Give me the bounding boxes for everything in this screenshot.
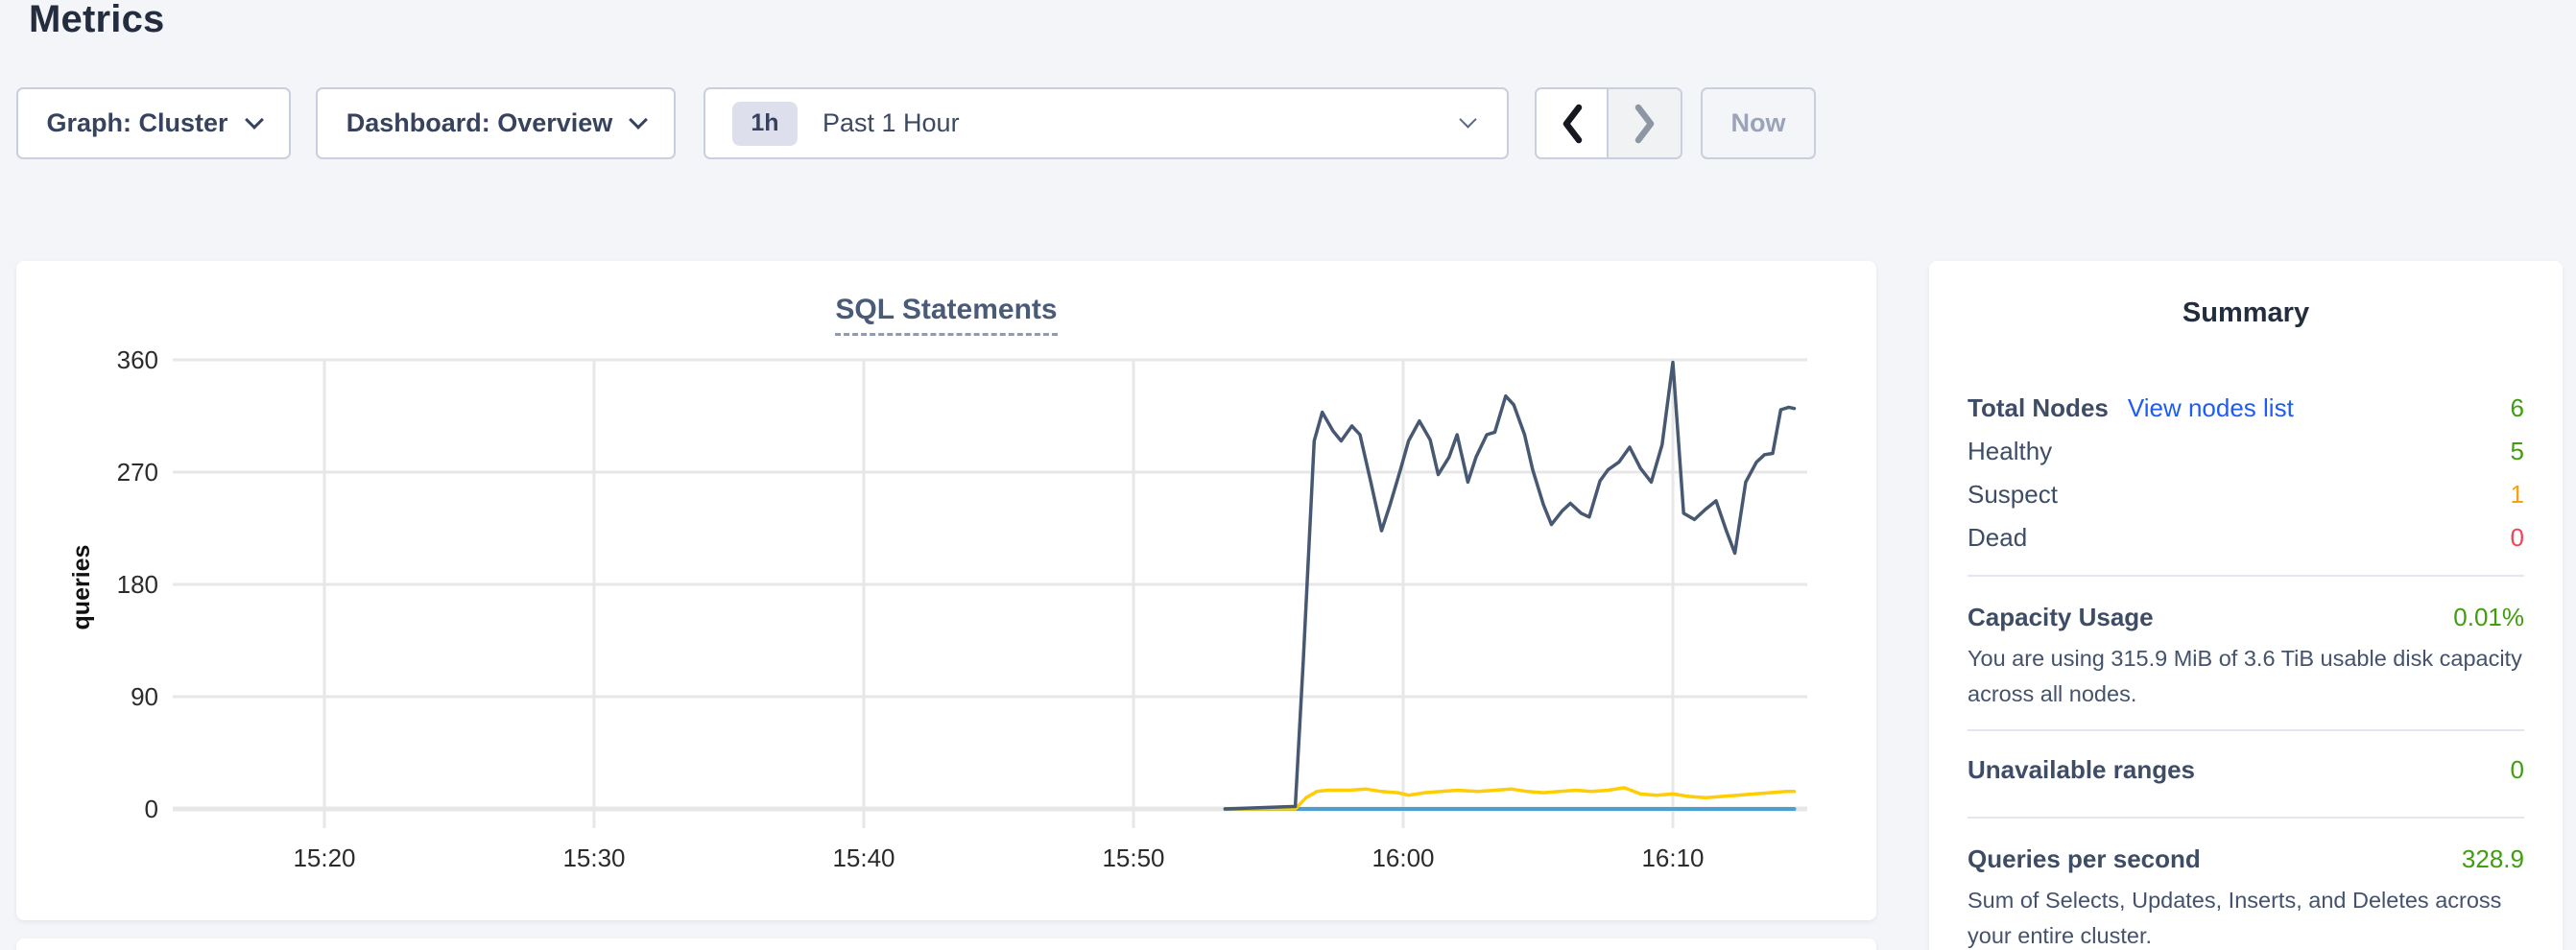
series-1-navy-line: [1223, 360, 1797, 811]
x-axis-tick-label: 15:50: [1102, 843, 1164, 872]
graph-dropdown-label: Graph: Cluster: [46, 108, 228, 137]
time-window-badge: 1h: [732, 101, 798, 146]
time-window-label: Past 1 Hour: [823, 108, 960, 137]
x-axis-tick-label: 15:20: [293, 843, 355, 872]
suspect-nodes-row: Suspect 1: [1968, 473, 2524, 516]
chevron-left-icon: [1562, 104, 1582, 143]
y-axis-tick-label: 0: [145, 795, 158, 823]
dead-nodes-row: Dead 0: [1968, 516, 2524, 559]
x-axis-tick-label: 15:40: [832, 843, 894, 872]
total-nodes-row: Total Nodes View nodes list 6: [1968, 387, 2524, 430]
capacity-usage-description: You are using 315.9 MiB of 3.6 TiB usabl…: [1968, 646, 2522, 706]
chevron-down-icon: [1459, 110, 1477, 129]
unavailable-ranges-row: Unavailable ranges 0: [1968, 748, 2524, 792]
y-axis-tick-label: 360: [117, 345, 158, 374]
time-window-selector[interactable]: 1h Past 1 Hour: [704, 87, 1509, 159]
total-nodes-label: Total Nodes: [1968, 393, 2109, 422]
graph-dropdown[interactable]: Graph: Cluster: [16, 87, 291, 159]
y-axis-tick-label: 180: [117, 570, 158, 599]
y-axis-tick-label: 90: [131, 682, 158, 711]
x-axis-tick-label: 16:00: [1371, 843, 1434, 872]
unavailable-ranges-label: Unavailable ranges: [1968, 755, 2195, 784]
prev-time-button[interactable]: [1537, 89, 1609, 157]
dead-label: Dead: [1968, 523, 2028, 552]
page-title: Metrics: [29, 0, 165, 40]
capacity-usage-value: 0.01%: [2453, 603, 2524, 631]
queries-per-second-row: Queries per second 328.9: [1968, 838, 2524, 881]
healthy-value: 5: [2510, 437, 2524, 465]
sql-statements-chart-plot[interactable]: 0 90 180 270 360 15:20 15:30 15:40 15:50 16:00 16:…: [16, 261, 1876, 920]
now-button-label: Now: [1730, 108, 1786, 137]
sql-statements-chart-card: SQL Statements 0 90 180 270 360 15:20 15:30 15:…: [16, 261, 1876, 920]
dashboard-dropdown[interactable]: Dashboard: Overview: [316, 87, 676, 159]
now-button[interactable]: Now: [1701, 87, 1816, 159]
queries-per-second-description: Sum of Selects, Updates, Inserts, and De…: [1968, 888, 2502, 948]
chevron-down-icon: [629, 109, 649, 130]
queries-per-second-label: Queries per second: [1968, 844, 2201, 873]
x-axis-tick-label: 15:30: [562, 843, 625, 872]
chevron-right-icon: [1634, 104, 1654, 143]
healthy-label: Healthy: [1968, 437, 2053, 465]
x-axis-tick-label: 16:10: [1641, 843, 1704, 872]
chevron-down-icon: [244, 109, 264, 130]
view-nodes-list-link[interactable]: View nodes list: [2127, 393, 2294, 422]
suspect-label: Suspect: [1968, 480, 2058, 509]
divider: [1968, 729, 2524, 731]
healthy-nodes-row: Healthy 5: [1968, 430, 2524, 473]
capacity-usage-row: Capacity Usage 0.01%: [1968, 596, 2524, 639]
dashboard-dropdown-label: Dashboard: Overview: [346, 108, 613, 137]
y-axis-label: queries: [68, 545, 95, 630]
capacity-usage-label: Capacity Usage: [1968, 603, 2154, 631]
suspect-value: 1: [2510, 480, 2524, 509]
series-2-yellow-line: [1223, 786, 1797, 811]
y-axis-tick-label: 270: [117, 458, 158, 487]
queries-per-second-value: 328.9: [2461, 844, 2524, 873]
unavailable-ranges-value: 0: [2510, 755, 2524, 784]
chart-title[interactable]: SQL Statements: [835, 294, 1058, 336]
total-nodes-value: 6: [2510, 393, 2524, 422]
divider: [1968, 817, 2524, 819]
summary-panel: Summary Total Nodes View nodes list 6 He…: [1929, 261, 2563, 950]
summary-title: Summary: [2182, 297, 2310, 328]
time-nav-arrows: [1535, 87, 1682, 159]
dead-value: 0: [2510, 523, 2524, 552]
next-chart-card-partial: [16, 938, 1876, 950]
divider: [1968, 575, 2524, 577]
next-time-button[interactable]: [1609, 89, 1681, 157]
